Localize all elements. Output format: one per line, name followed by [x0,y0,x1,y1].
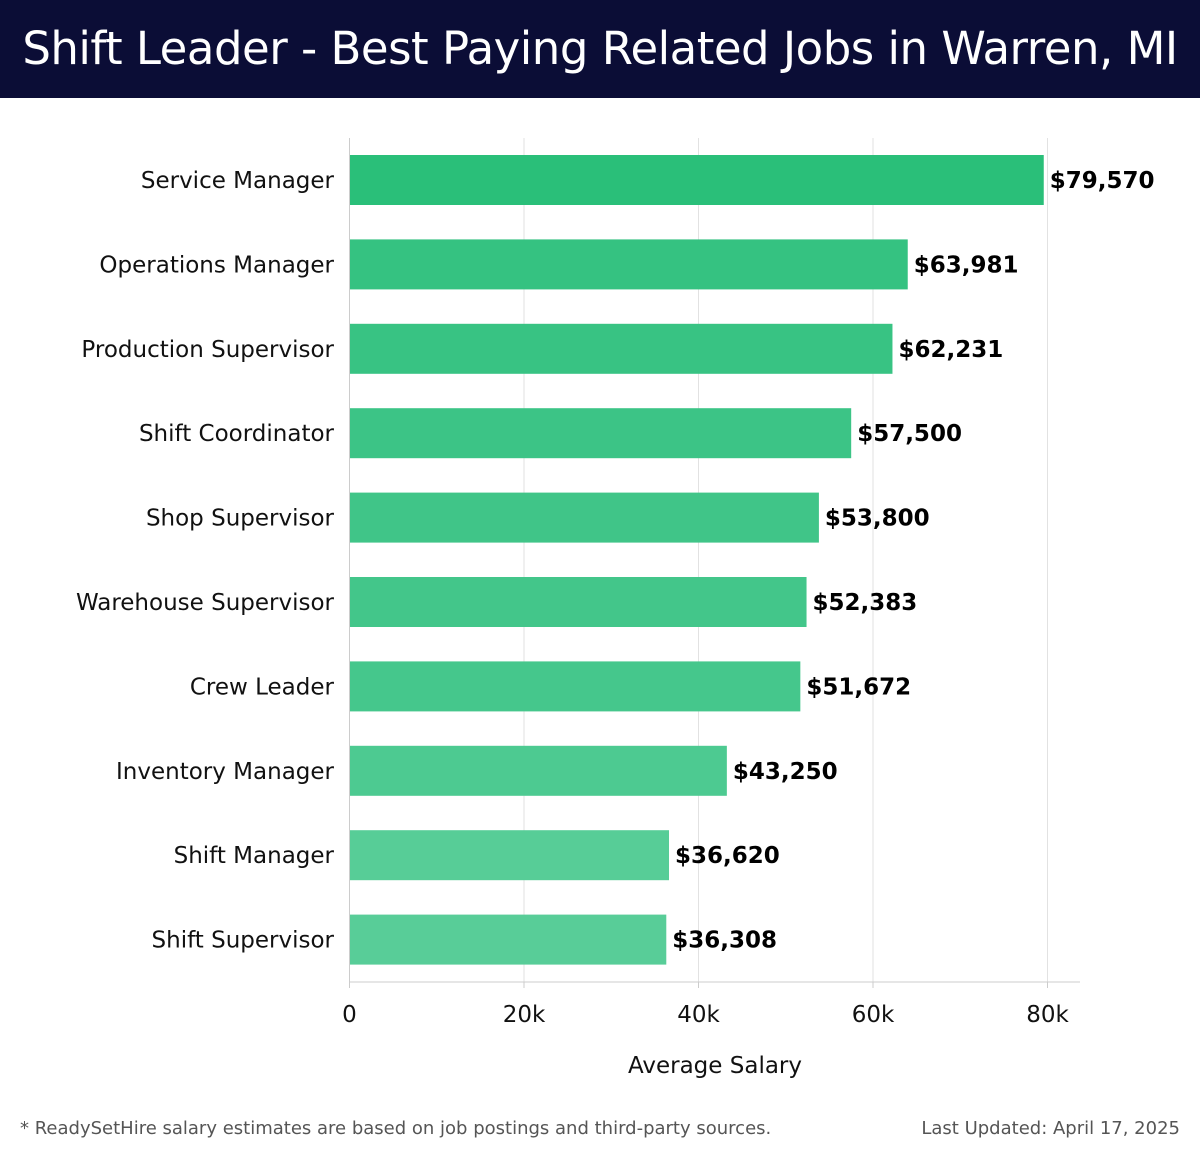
value-label: $62,231 [898,337,1003,363]
category-label: Inventory Manager [116,759,335,785]
bars [349,155,1044,965]
category-label: Shift Coordinator [139,421,335,447]
bar [349,830,670,881]
x-axis: 0 20k 40k 60k 80k [342,138,1080,1028]
category-label: Crew Leader [190,674,335,700]
bar [349,577,807,627]
value-label: $43,250 [733,759,838,785]
value-label: $36,308 [672,928,777,954]
x-tick-label: 40k [677,1002,720,1028]
bar [349,914,667,965]
value-label: $51,672 [806,674,911,700]
category-label: Service Manager [141,168,335,194]
value-label: $63,981 [914,252,1019,278]
bar [349,661,801,712]
chart-title: Shift Leader - Best Paying Related Jobs … [22,22,1178,75]
bar [349,239,908,290]
x-tick-label: 0 [342,1002,357,1028]
value-label: $52,383 [813,590,918,616]
category-label: Warehouse Supervisor [76,590,335,616]
value-label: $53,800 [825,506,930,532]
last-updated: Last Updated: April 17, 2025 [921,1118,1180,1139]
x-tick-label: 60k [852,1002,895,1028]
value-label: $57,500 [857,421,962,447]
value-label: $79,570 [1050,168,1155,194]
salary-bar-chart: Service Manager Operations Manager Product… [76,138,1155,1079]
bar [349,155,1044,205]
category-label: Shop Supervisor [146,506,335,532]
category-label: Operations Manager [99,252,334,278]
bar [349,323,893,374]
x-axis-title: Average Salary [628,1053,802,1079]
bar [349,408,852,459]
value-labels: $79,570 $63,981 $62,231 $57,500 $53,800 $52,3… [672,168,1154,954]
x-tick-label: 80k [1026,1002,1069,1028]
source-footnote: * ReadySetHire salary estimates are base… [20,1118,772,1139]
x-tick-label: 20k [503,1002,546,1028]
category-label: Production Supervisor [81,337,334,363]
title-banner: Shift Leader - Best Paying Related Jobs … [0,0,1200,98]
bar [349,745,727,796]
category-label: Shift Supervisor [152,928,335,954]
value-label: $36,620 [675,843,780,869]
bar [349,492,819,543]
category-label: Shift Manager [174,843,335,869]
category-labels: Service Manager Operations Manager Product… [76,168,335,954]
